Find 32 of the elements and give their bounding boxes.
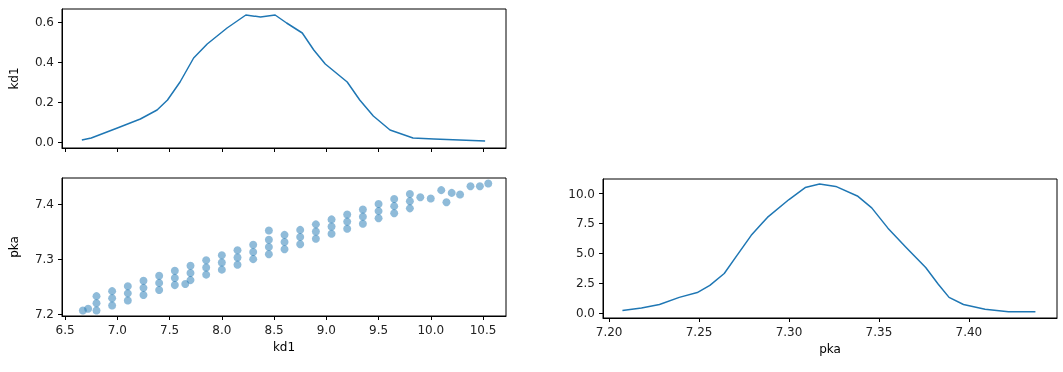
x-tick-label: 6.5 [55, 323, 75, 337]
y-tick-label: 5.0 [575, 246, 595, 261]
x-tick-label: 9.0 [316, 323, 336, 337]
x-tick-label: 7.5 [160, 323, 180, 337]
y-tick-label: 7.4 [34, 196, 54, 211]
x-axis-title: pka [819, 341, 841, 356]
y-tick-label: 2.5 [575, 276, 595, 291]
x-axis-title: kd1 [272, 339, 296, 354]
x-tick-label: 8.0 [212, 323, 232, 337]
y-tick-label: 0.0 [575, 305, 595, 320]
y-tick-label: 7.3 [34, 252, 54, 267]
x-tick-label: 7.40 [955, 325, 983, 339]
y-tick-label: 10.0 [568, 186, 595, 201]
line-series [621, 183, 1037, 313]
y-tick-label: 0.2 [34, 95, 54, 109]
line-series [81, 14, 486, 142]
y-axis-title: kd1 [7, 67, 21, 90]
x-tick-label: 7.30 [775, 325, 803, 339]
y-tick-label: 7.2 [34, 307, 54, 322]
y-axis-title: pka [7, 236, 21, 258]
x-tick-label: 10.0 [417, 323, 445, 337]
x-tick-label: 7.20 [595, 325, 623, 339]
y-tick-label: 0.6 [34, 15, 54, 29]
y-tick-label: 0.0 [34, 135, 54, 149]
x-tick-label: 8.5 [264, 323, 284, 337]
x-tick-label: 10.5 [469, 323, 497, 337]
x-tick-label: 7.35 [865, 325, 893, 339]
x-tick-label: 7.0 [107, 323, 127, 337]
y-tick-label: 0.4 [34, 55, 54, 69]
y-tick-label: 7.5 [575, 216, 595, 231]
x-tick-label: 9.5 [369, 323, 389, 337]
x-tick-label: 7.25 [685, 325, 713, 339]
